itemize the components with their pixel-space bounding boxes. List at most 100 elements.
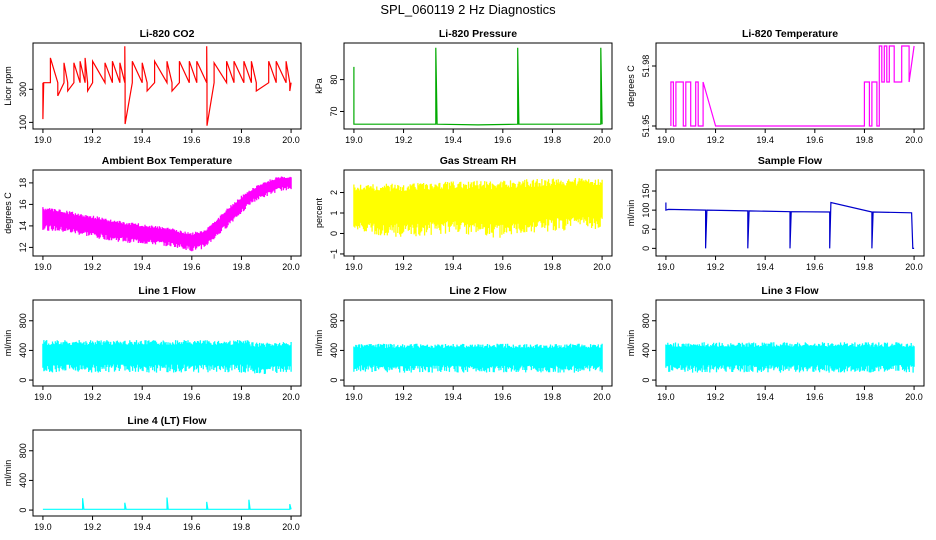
chart-title: Line 1 Flow xyxy=(138,285,196,297)
y-axis-label: degrees C xyxy=(626,65,636,107)
y-tick-label: 300 xyxy=(18,82,28,97)
y-axis-label: percent xyxy=(314,197,324,228)
y-tick-label: 100 xyxy=(18,115,28,130)
y-tick-label: 400 xyxy=(18,473,28,488)
chart-title: Li-820 CO2 xyxy=(140,28,195,40)
plot-frame xyxy=(32,169,302,257)
data-series xyxy=(42,176,292,252)
plot-frame xyxy=(655,42,925,130)
chart-panel: Line 2 Flow ml/min 19.0 19.2 19.4 19.6 19.8 20.… xyxy=(314,285,613,402)
y-axis-label: ml/min xyxy=(3,330,13,357)
x-tick-label: 19.2 xyxy=(84,262,102,272)
x-tick-label: 19.6 xyxy=(806,135,824,145)
x-tick-label: 19.6 xyxy=(183,135,201,145)
x-tick-label: 19.0 xyxy=(657,262,675,272)
y-tick-label: 0 xyxy=(329,231,339,236)
plot-frame xyxy=(655,299,925,387)
chart-title: Line 2 Flow xyxy=(449,285,507,297)
x-tick-label: 19.6 xyxy=(183,522,201,532)
chart-title: Gas Stream RH xyxy=(440,155,516,167)
x-tick-label: 19.6 xyxy=(494,262,512,272)
x-tick-label: 19.2 xyxy=(395,262,413,272)
y-tick-label: 70 xyxy=(329,106,339,116)
x-tick-label: 19.4 xyxy=(756,262,774,272)
x-tick-label: 19.2 xyxy=(395,135,413,145)
y-tick-label: 400 xyxy=(641,343,651,358)
chart-panel: Line 3 Flow ml/min 19.0 19.2 19.4 19.6 19.8 20.… xyxy=(626,285,925,402)
x-tick-label: 19.4 xyxy=(756,135,774,145)
y-axis-label: degrees C xyxy=(3,192,13,234)
chart-title: Ambient Box Temperature xyxy=(102,155,233,167)
plot-frame xyxy=(32,429,302,517)
y-tick-label: 1 xyxy=(329,210,339,215)
y-axis-label: ml/min xyxy=(626,330,636,357)
figure-title: SPL_060119 2 Hz Diagnostics xyxy=(380,2,556,17)
x-tick-label: 19.6 xyxy=(494,135,512,145)
x-tick-label: 19.4 xyxy=(444,392,462,402)
y-tick-label: 18 xyxy=(18,178,28,188)
chart-panel: Li-820 Pressure kPa 19.0 19.2 19.4 19.6 19.8 20… xyxy=(314,28,613,145)
x-tick-label: 19.8 xyxy=(856,262,874,272)
chart-title: Li-820 Pressure xyxy=(439,28,517,40)
x-tick-label: 20.0 xyxy=(282,135,300,145)
x-tick-label: 19.6 xyxy=(183,262,201,272)
x-tick-label: 20.0 xyxy=(282,522,300,532)
data-series xyxy=(665,201,915,249)
y-axis-label: kPa xyxy=(314,78,324,94)
x-tick-label: 19.6 xyxy=(183,392,201,402)
y-axis-label: Licor ppm xyxy=(3,66,13,106)
y-tick-label: 12 xyxy=(18,242,28,252)
chart-title: Line 3 Flow xyxy=(761,285,819,297)
x-tick-label: 19.8 xyxy=(233,262,251,272)
data-series xyxy=(665,342,915,373)
x-tick-label: 19.2 xyxy=(707,392,725,402)
x-tick-label: 19.6 xyxy=(806,392,824,402)
data-series xyxy=(353,343,603,373)
y-tick-label: 14 xyxy=(18,221,28,231)
x-tick-label: 19.0 xyxy=(34,392,52,402)
chart-title: Sample Flow xyxy=(758,155,823,167)
x-tick-label: 19.8 xyxy=(544,135,562,145)
x-tick-label: 20.0 xyxy=(905,392,923,402)
x-tick-label: 19.8 xyxy=(233,522,251,532)
x-tick-label: 19.4 xyxy=(133,392,151,402)
data-series xyxy=(670,45,915,127)
data-series xyxy=(42,46,292,126)
y-axis-label: ml/min xyxy=(3,460,13,487)
x-tick-label: 19.0 xyxy=(345,262,363,272)
panels-container: Li-820 CO2 Licor ppm 19.0 19.2 19.4 19.6 19.8 2… xyxy=(3,28,925,532)
x-tick-label: 20.0 xyxy=(593,392,611,402)
x-tick-label: 19.4 xyxy=(133,262,151,272)
data-series xyxy=(353,178,603,238)
y-axis-label: ml/min xyxy=(314,330,324,357)
y-tick-label: 400 xyxy=(329,343,339,358)
chart-panel: Ambient Box Temperature degrees C 19.0 19.2… xyxy=(3,155,302,272)
y-tick-label: −1 xyxy=(329,249,339,259)
y-tick-label: 800 xyxy=(641,313,651,328)
y-tick-label: 16 xyxy=(18,199,28,209)
y-tick-label: 150 xyxy=(641,184,651,199)
x-tick-label: 19.6 xyxy=(806,262,824,272)
chart-title: Li-820 Temperature xyxy=(742,28,838,40)
x-tick-label: 19.6 xyxy=(494,392,512,402)
chart-panel: Li-820 Temperature degrees C 19.0 19.2 19.4 1… xyxy=(626,28,925,145)
y-tick-label: 50 xyxy=(641,224,651,234)
chart-title: Line 4 (LT) Flow xyxy=(127,415,207,427)
y-tick-label: 0 xyxy=(18,378,28,383)
x-tick-label: 20.0 xyxy=(282,262,300,272)
x-tick-label: 19.8 xyxy=(856,392,874,402)
x-tick-label: 20.0 xyxy=(593,262,611,272)
x-tick-label: 19.4 xyxy=(444,262,462,272)
x-tick-label: 19.4 xyxy=(133,135,151,145)
x-tick-label: 19.8 xyxy=(544,392,562,402)
data-series xyxy=(42,497,292,510)
chart-panel: Line 4 (LT) Flow ml/min 19.0 19.2 19.4 19.6 19… xyxy=(3,415,302,532)
x-tick-label: 19.0 xyxy=(345,135,363,145)
x-tick-label: 19.0 xyxy=(34,262,52,272)
y-tick-label: 51.98 xyxy=(641,55,651,78)
x-tick-label: 20.0 xyxy=(593,135,611,145)
x-tick-label: 19.8 xyxy=(233,135,251,145)
x-tick-label: 20.0 xyxy=(905,262,923,272)
y-tick-label: 0 xyxy=(18,508,28,513)
y-tick-label: 800 xyxy=(18,313,28,328)
